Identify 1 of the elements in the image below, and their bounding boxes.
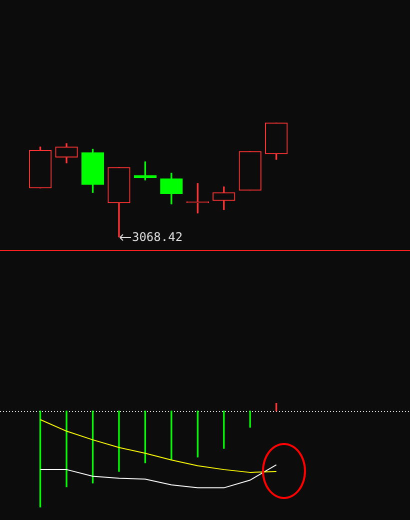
annotation: 3068.42 bbox=[132, 230, 183, 244]
